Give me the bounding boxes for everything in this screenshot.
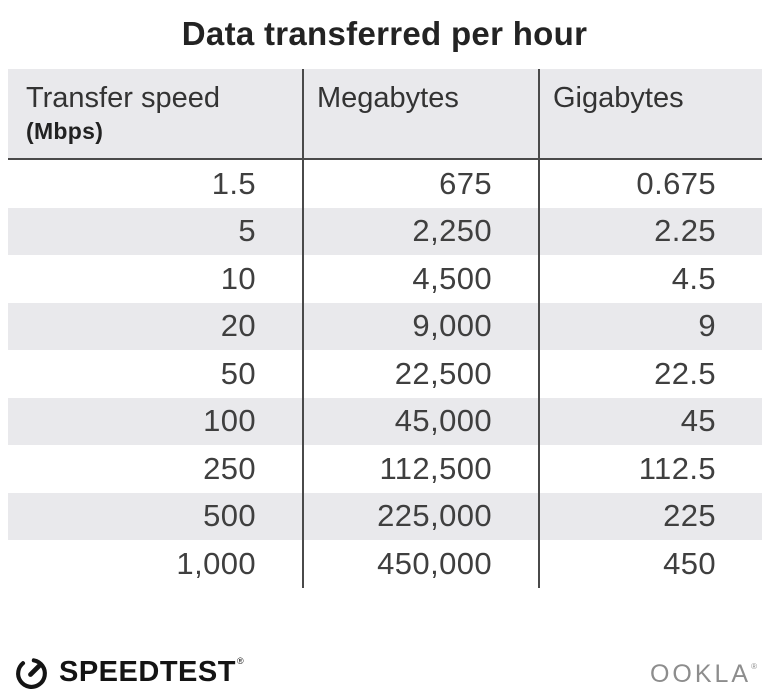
cell-megabytes: 450,000 <box>302 540 538 588</box>
cell-gigabytes: 225 <box>538 492 762 540</box>
column-header-label: Megabytes <box>317 82 459 114</box>
cell-transfer-speed: 250 <box>203 450 256 486</box>
cell-transfer-speed: 20 <box>220 308 256 344</box>
page-title: Data transferred per hour <box>181 15 588 52</box>
cell-megabytes: 4,500 <box>302 255 538 303</box>
table-row: 50 22,500 22.5 <box>8 350 762 398</box>
speedtest-wordmark: SPEEDTEST <box>59 656 236 688</box>
cell-gigabytes: 22.5 <box>538 350 762 398</box>
cell-transfer-speed: 10 <box>220 260 256 296</box>
cell-gigabytes: 4.5 <box>538 255 762 303</box>
cell-megabytes: 22,500 <box>302 350 538 398</box>
cell-megabytes: 45,000 <box>302 397 538 445</box>
cell-megabytes: 9,000 <box>302 302 538 350</box>
speedtest-logo: SPEEDTEST ® <box>13 654 244 691</box>
speedometer-gauge-icon <box>16 658 47 689</box>
cell-transfer-speed: 100 <box>203 403 256 439</box>
table-row: 100 45,000 45 <box>8 397 762 445</box>
cell-megabytes: 2,250 <box>302 207 538 255</box>
cell-gigabytes: 0.675 <box>538 160 762 208</box>
registered-trademark-icon: ® <box>236 655 244 666</box>
cell-gigabytes: 9 <box>538 302 762 350</box>
table-row: 250 112,500 112.5 <box>8 445 762 493</box>
cell-megabytes: 225,000 <box>302 492 538 540</box>
column-header-megabytes: Megabytes <box>302 69 538 158</box>
footer: SPEEDTEST ® OOKLA ® <box>0 652 769 698</box>
registered-trademark-icon: ® <box>751 662 757 671</box>
ookla-logo: OOKLA ® <box>650 660 757 689</box>
data-table: Transfer speed (Mbps) Megabytes Gigabyte… <box>8 69 762 588</box>
cell-transfer-speed: 50 <box>220 355 256 391</box>
table-row: 20 9,000 9 <box>8 302 762 350</box>
ookla-wordmark: OOKLA <box>649 660 752 688</box>
column-header-sublabel: (Mbps) <box>26 118 104 145</box>
cell-transfer-speed: 5 <box>238 213 256 249</box>
table-row: 10 4,500 4.5 <box>8 255 762 303</box>
cell-megabytes: 675 <box>302 160 538 208</box>
table-row: 1,000 450,000 450 <box>8 540 762 588</box>
table-row: 1.5 675 0.675 <box>8 160 762 208</box>
cell-transfer-speed: 1,000 <box>176 545 256 581</box>
table-body: 1.5 675 0.675 5 2,250 2.25 10 4,500 4.5 20 9,000 9 5… <box>8 160 762 588</box>
cell-gigabytes: 112.5 <box>538 445 762 493</box>
cell-gigabytes: 2.25 <box>538 207 762 255</box>
cell-transfer-speed: 1.5 <box>211 165 256 201</box>
cell-megabytes: 112,500 <box>302 445 538 493</box>
table-row: 500 225,000 225 <box>8 492 762 540</box>
column-header-label: Transfer speed <box>26 82 220 114</box>
cell-transfer-speed: 500 <box>203 498 256 534</box>
cell-gigabytes: 450 <box>538 540 762 588</box>
cell-gigabytes: 45 <box>538 397 762 445</box>
table-row: 5 2,250 2.25 <box>8 207 762 255</box>
column-header-transfer-speed: Transfer speed (Mbps) <box>8 69 302 158</box>
column-header-label: Gigabytes <box>553 82 684 114</box>
column-header-gigabytes: Gigabytes <box>538 69 762 158</box>
table-header-row: Transfer speed (Mbps) Megabytes Gigabyte… <box>8 69 762 160</box>
